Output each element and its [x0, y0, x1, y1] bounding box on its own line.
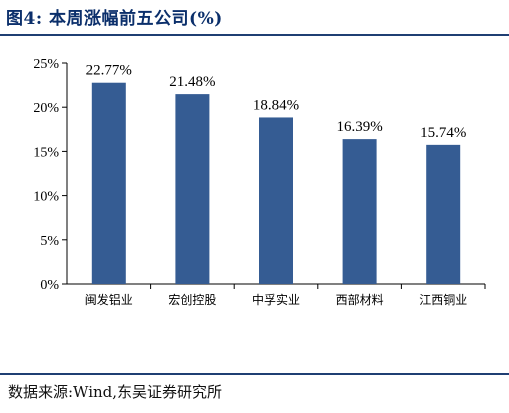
bar-value-label: 16.39% — [336, 119, 382, 135]
bar — [342, 139, 377, 284]
x-category-label: 中孚实业 — [252, 292, 300, 307]
x-category-label: 西部材料 — [336, 292, 384, 307]
y-tick-label: 10% — [33, 190, 59, 205]
source-divider — [0, 373, 509, 375]
chart-labels: 0% 5% 10% 15% 20% 25% 22.77% 闽发铝业 21.48% 宏创控股 18.8… — [33, 57, 467, 307]
y-tick-label: 15% — [33, 145, 59, 160]
y-tick-label: 20% — [33, 101, 59, 116]
y-tick-label: 25% — [33, 57, 59, 72]
source-note: 数据来源:Wind,东吴证券研究所 — [8, 383, 223, 401]
bar-value-label: 21.48% — [169, 74, 215, 90]
bar-chart: 0% 5% 10% 15% 20% 25% 22.77% 闽发铝业 21.48% 宏创控股 18.8… — [33, 57, 486, 307]
x-category-label: 宏创控股 — [168, 292, 216, 307]
x-category-label: 江西铜业 — [419, 292, 467, 307]
chart-title: 图4: 本周涨幅前五公司(%) — [6, 9, 223, 29]
title-divider — [0, 34, 509, 36]
bar — [259, 117, 293, 284]
bar-value-label: 22.77% — [86, 63, 132, 79]
bar — [426, 144, 461, 284]
y-tick-label: 5% — [40, 234, 59, 249]
bar-value-label: 18.84% — [253, 97, 299, 113]
bar — [175, 94, 210, 285]
chart-bars — [91, 82, 461, 285]
bar — [91, 82, 126, 284]
x-category-label: 闽发铝业 — [85, 292, 133, 307]
bar-value-label: 15.74% — [420, 125, 466, 141]
y-tick-label: 0% — [40, 278, 59, 293]
